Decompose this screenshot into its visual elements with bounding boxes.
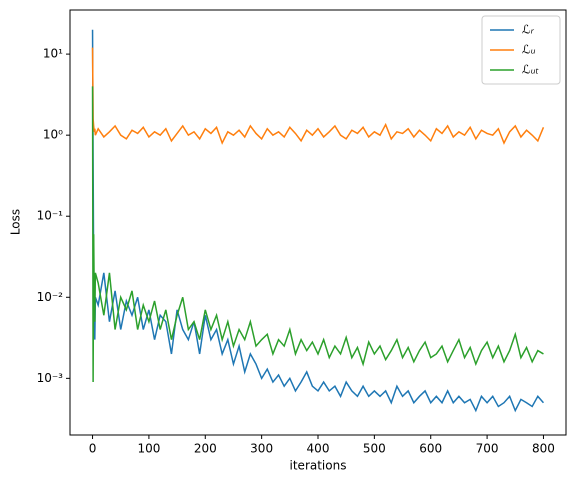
series-line xyxy=(91,29,545,413)
plot-frame xyxy=(69,9,567,436)
legend-label: ℒᵤₜ xyxy=(522,63,540,77)
legend: ℒᵣ ℒᵤ ℒᵤₜ xyxy=(481,15,561,85)
x-tick-label: 500 xyxy=(363,442,386,456)
series-line xyxy=(91,47,545,145)
x-tick-label: 300 xyxy=(250,442,273,456)
y-axis-label: Loss xyxy=(9,209,23,235)
y-tick-label: 10⁻² xyxy=(37,290,64,304)
x-tick-label: 0 xyxy=(89,442,97,456)
x-tick-label: 800 xyxy=(532,442,555,456)
x-tick-label: 100 xyxy=(137,442,160,456)
y-tick-label: 10⁰ xyxy=(43,128,63,142)
y-tick-label: 10⁻³ xyxy=(37,371,64,385)
x-tick-label: 200 xyxy=(194,442,217,456)
series-line xyxy=(91,86,544,383)
legend-label: ℒᵤ xyxy=(522,43,536,57)
legend-box xyxy=(481,15,561,85)
x-tick-label: 700 xyxy=(476,442,499,456)
x-tick-label: 600 xyxy=(419,442,442,456)
y-tick-label: 10¹ xyxy=(43,47,63,61)
legend-label: ℒᵣ xyxy=(522,23,535,37)
x-axis-label: iterations xyxy=(290,459,347,473)
x-tick-label: 400 xyxy=(307,442,330,456)
y-tick-label: 10⁻¹ xyxy=(37,209,64,223)
